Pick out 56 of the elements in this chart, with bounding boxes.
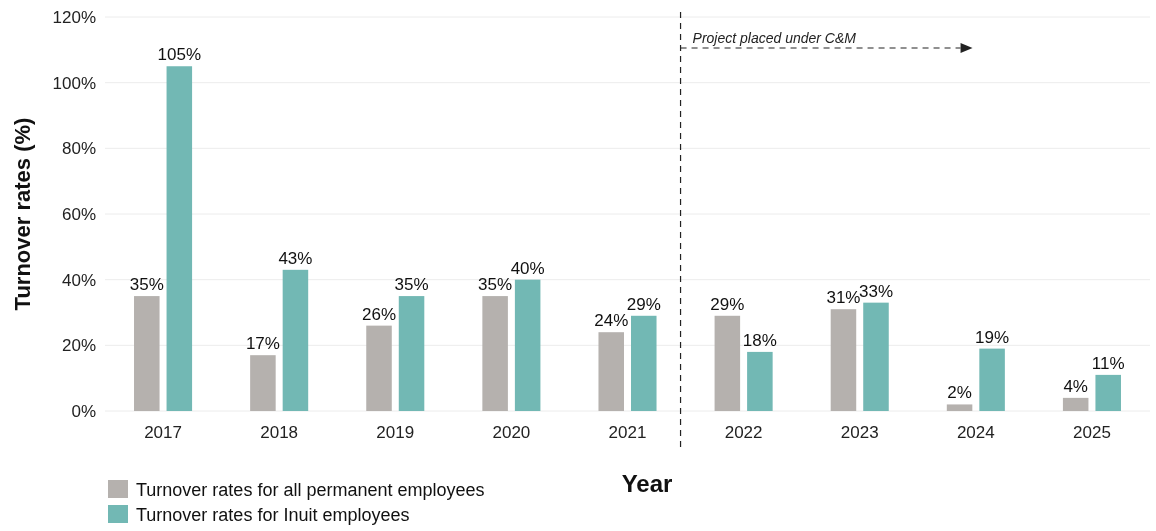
x-tick-label: 2022 xyxy=(724,423,763,442)
bar xyxy=(166,66,193,411)
x-tick-label: 2024 xyxy=(956,423,995,442)
x-tick-label: 2020 xyxy=(492,423,531,442)
data-label: 35% xyxy=(129,275,164,295)
y-tick-label: 100% xyxy=(52,73,96,93)
bar xyxy=(366,325,392,411)
data-label: 35% xyxy=(478,275,513,295)
data-label: 35% xyxy=(394,275,429,295)
data-label: 2% xyxy=(947,383,972,403)
x-tick-label: 2021 xyxy=(608,423,647,442)
bar xyxy=(631,315,657,411)
data-label: 43% xyxy=(278,248,313,268)
data-label: 24% xyxy=(594,311,629,331)
bar xyxy=(863,302,889,411)
x-tick-label: 2025 xyxy=(1073,423,1111,442)
bar xyxy=(282,269,309,411)
data-label: 105% xyxy=(157,45,202,65)
x-tick-label: 2017 xyxy=(144,423,182,442)
bar xyxy=(482,296,508,411)
data-label: 11% xyxy=(1091,353,1125,373)
y-tick-label: 20% xyxy=(61,336,96,356)
data-label: 18% xyxy=(742,330,777,350)
data-label: 17% xyxy=(245,334,280,354)
bar xyxy=(398,296,425,411)
x-tick-label: 2018 xyxy=(260,423,299,442)
x-tick-label: 2023 xyxy=(840,423,879,442)
bar xyxy=(979,348,1005,411)
data-label: 40% xyxy=(510,258,545,278)
ref-line-label: Project placed under C&M xyxy=(692,30,857,46)
data-label: 26% xyxy=(362,304,397,324)
bar xyxy=(250,355,276,411)
x-tick-label: 2019 xyxy=(376,423,415,442)
legend-label: Turnover rates for Inuit employees xyxy=(136,505,410,525)
legend-label: Turnover rates for all permanent employees xyxy=(136,480,485,500)
data-label: 4% xyxy=(1063,376,1088,396)
x-axis-title: Year xyxy=(621,470,673,497)
data-label: 29% xyxy=(626,294,661,314)
data-label: 29% xyxy=(710,294,745,314)
bar xyxy=(830,309,857,411)
y-axis-title: Turnover rates (%) xyxy=(10,117,35,311)
data-label: 19% xyxy=(975,327,1010,347)
y-tick-label: 60% xyxy=(61,204,96,224)
y-tick-label: 120% xyxy=(52,7,96,27)
bar xyxy=(714,315,741,411)
bar xyxy=(1095,374,1121,411)
y-tick-label: 0% xyxy=(71,401,96,421)
y-tick-label: 80% xyxy=(61,139,96,159)
data-label: 31% xyxy=(826,288,861,308)
bar xyxy=(514,279,541,411)
y-tick-label: 40% xyxy=(61,270,96,290)
bar xyxy=(598,332,624,411)
bar xyxy=(134,296,160,411)
bar xyxy=(747,351,773,411)
bar xyxy=(1062,397,1089,411)
bar xyxy=(946,404,973,411)
